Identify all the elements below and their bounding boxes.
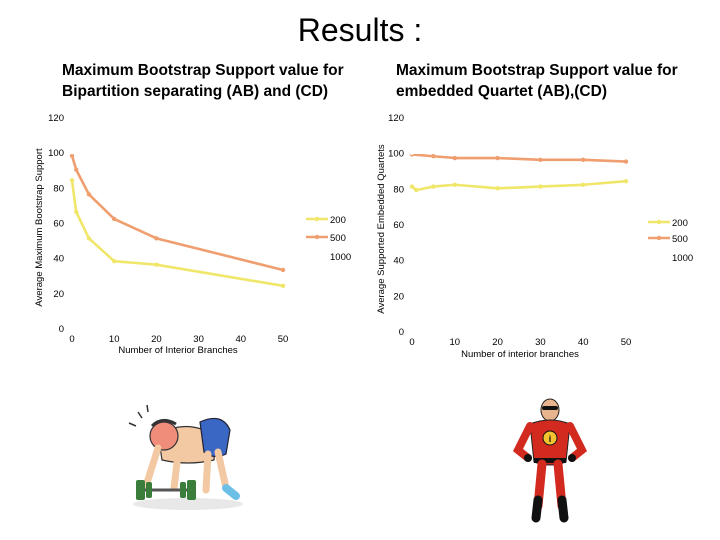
- right-x-tick-label: 50: [621, 337, 632, 348]
- left-x-tick-label: 10: [109, 334, 120, 345]
- right-legend-marker-500: [656, 235, 662, 241]
- right-legend-label-200: 200: [672, 218, 688, 229]
- right-chart-title: Maximum Bootstrap Support value for embe…: [396, 62, 678, 100]
- right-data-point-500: [581, 157, 586, 162]
- right-data-point-500: [495, 155, 500, 161]
- right-data-point-500: [431, 154, 436, 159]
- left-legend-label-200: 200: [330, 215, 346, 226]
- left-chart-title: Maximum Bootstrap Support value for Bipa…: [62, 62, 344, 100]
- left-x-tick-label: 50: [278, 334, 289, 345]
- right-data-point-200: [495, 186, 500, 191]
- right-data-point-1000: [409, 150, 415, 155]
- right-data-point-1000: [623, 150, 629, 155]
- left-y-tick-label: 80: [53, 183, 64, 194]
- left-data-point-200: [74, 209, 79, 215]
- right-legend-label-1000: 1000: [672, 253, 693, 264]
- left-series-line-500: [70, 154, 285, 272]
- right-data-point-500: [452, 155, 457, 161]
- right-data-point-200: [623, 179, 629, 184]
- superhero-illustration: i: [512, 398, 588, 523]
- right-data-point-200: [431, 184, 436, 189]
- right-data-point-500: [623, 159, 629, 164]
- left-x-tick-label: 0: [69, 334, 74, 345]
- left-data-point-500: [86, 192, 92, 197]
- right-x-tick-label: 0: [409, 337, 414, 348]
- left-data-point-200: [112, 258, 117, 264]
- left-legend-marker-1000: [314, 253, 320, 259]
- left-y-tick-label: 20: [53, 289, 64, 300]
- right-y-tick-label: 100: [388, 149, 404, 160]
- right-data-point-200: [581, 182, 586, 187]
- right-x-axis-label: Number of interior branches: [461, 349, 579, 360]
- right-x-tick-label: 20: [492, 337, 503, 348]
- right-y-axis-label: Average Supported Embedded Quartets: [376, 144, 387, 314]
- left-y-tick-label: 40: [53, 254, 64, 265]
- left-data-point-1000: [280, 149, 286, 155]
- right-x-tick-label: 10: [450, 337, 461, 348]
- right-y-tick-label: 120: [388, 113, 404, 124]
- right-legend-marker-1000: [656, 254, 662, 260]
- left-data-point-500: [112, 216, 117, 222]
- left-x-tick-label: 30: [193, 334, 204, 345]
- right-x-tick-label: 30: [535, 337, 546, 348]
- right-y-tick-label: 20: [393, 291, 404, 302]
- left-y-tick-label: 100: [48, 148, 64, 159]
- right-y-tick-label: 60: [393, 220, 404, 231]
- weightlifter-illustration: [128, 404, 243, 510]
- right-y-tick-label: 80: [393, 184, 404, 195]
- left-data-point-500: [280, 267, 286, 273]
- left-data-point-200: [154, 262, 159, 267]
- left-data-point-500: [69, 153, 75, 158]
- right-series-line-500: [410, 153, 628, 163]
- slide-title: Results :: [297, 12, 423, 48]
- left-data-point-200: [280, 283, 286, 288]
- right-series-line-200: [410, 179, 628, 192]
- left-y-tick-label: 120: [48, 113, 64, 124]
- left-legend-marker-500: [314, 234, 320, 240]
- left-x-axis-label: Number of Interior Branches: [118, 345, 238, 356]
- left-series-line-200: [70, 179, 285, 288]
- left-x-tick-label: 40: [236, 334, 247, 345]
- left-legend-label-500: 500: [330, 233, 346, 244]
- right-legend-label-500: 500: [672, 234, 688, 245]
- svg-text:i: i: [549, 434, 552, 444]
- right-data-point-500: [538, 157, 543, 162]
- left-legend-marker-200: [314, 216, 320, 222]
- left-data-point-1000: [69, 149, 75, 155]
- right-y-tick-label: 0: [399, 327, 404, 338]
- right-x-tick-label: 40: [578, 337, 589, 348]
- left-data-point-500: [154, 236, 159, 241]
- left-data-point-1000: [112, 149, 117, 155]
- right-data-point-200: [409, 184, 415, 189]
- left-y-tick-label: 60: [53, 219, 64, 230]
- left-y-tick-label: 0: [59, 324, 64, 335]
- right-data-point-200: [452, 182, 457, 187]
- left-x-tick-label: 20: [151, 334, 162, 345]
- left-legend-label-1000: 1000: [330, 252, 351, 263]
- right-y-tick-label: 40: [393, 256, 404, 267]
- left-data-point-500: [74, 167, 79, 172]
- right-data-point-200: [414, 187, 419, 193]
- left-y-axis-label: Average Maximum Bootstrap Support: [34, 148, 45, 307]
- left-data-point-200: [69, 178, 75, 183]
- right-legend-marker-200: [656, 219, 662, 225]
- left-data-point-200: [86, 236, 92, 241]
- right-data-point-200: [538, 184, 543, 189]
